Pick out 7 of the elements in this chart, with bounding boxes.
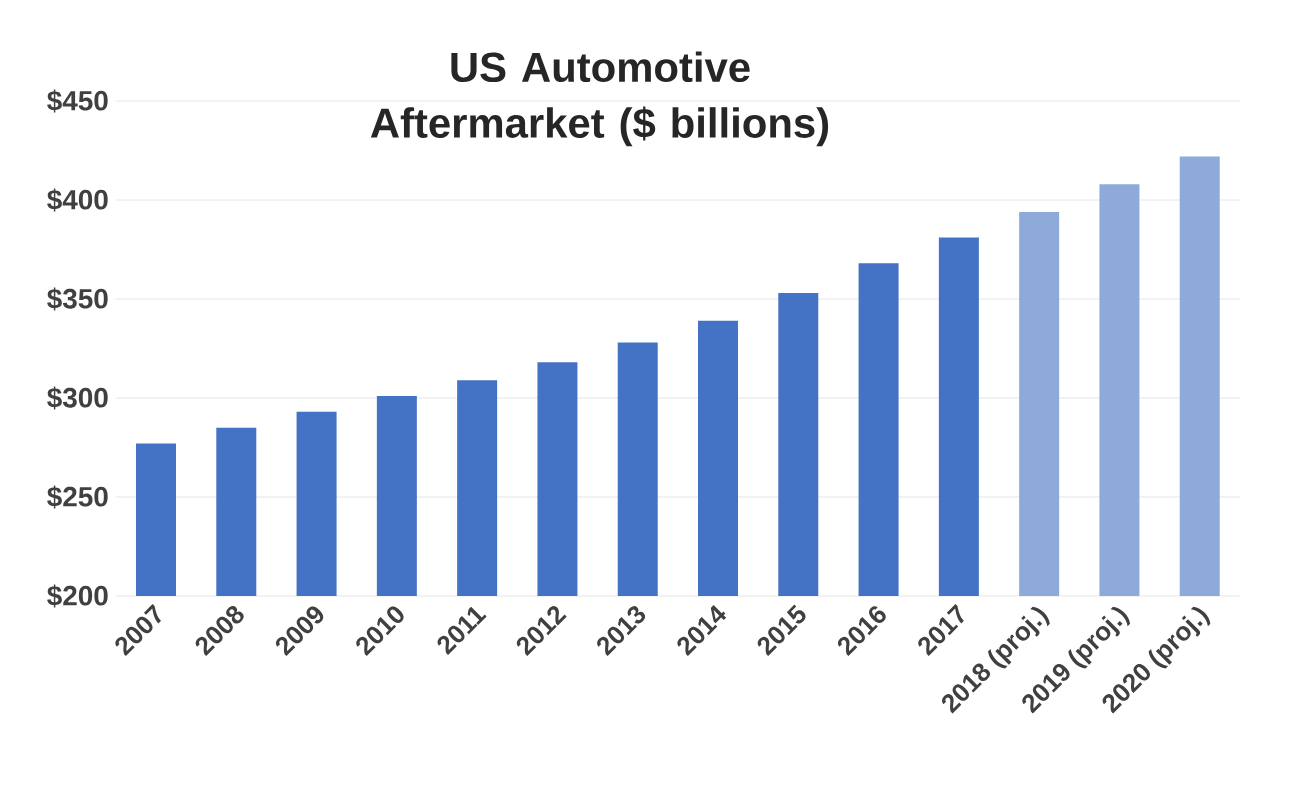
y-tick-label: $300 [47,386,108,410]
y-tick-label: $400 [47,188,108,212]
y-tick-label: $250 [47,485,108,509]
chart-title: US Automotive Aftermarket ($ billions) [370,51,829,147]
y-tick-label: $450 [47,89,108,113]
y-tick-label: $350 [47,287,108,311]
y-tick-label: $200 [47,584,108,608]
